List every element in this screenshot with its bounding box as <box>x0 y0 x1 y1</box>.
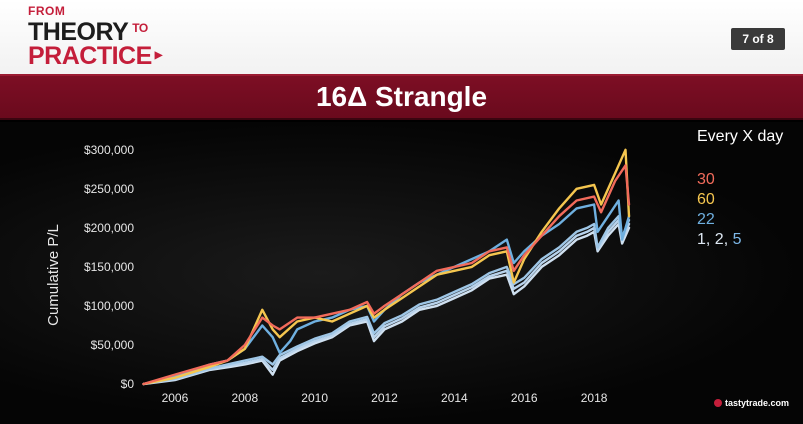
series-line-60 <box>142 148 631 386</box>
header: FROM THEORY TO PRACTICE ▶ 7 of 8 <box>0 0 803 74</box>
brand-logo: tastytrade.com <box>714 398 789 408</box>
slide-title: 16Δ Strangle <box>315 81 488 112</box>
logo: FROM THEORY TO PRACTICE ▶ <box>22 4 202 70</box>
series-line-30 <box>142 164 631 386</box>
x-tick-label: 2010 <box>301 391 328 405</box>
logo-practice-text: PRACTICE <box>28 42 152 70</box>
title-band: 16Δ Strangle <box>0 74 803 120</box>
chart-series-group <box>142 148 631 386</box>
chart-axes: $0 $50,000 $100,000 $150,000 $200,000 $250,00… <box>45 143 608 405</box>
y-tick-label: $50,000 <box>91 338 135 352</box>
y-axis-label: Cumulative P/L <box>45 224 62 326</box>
y-tick-label: $200,000 <box>84 221 134 235</box>
logo-theory-text: THEORY <box>28 18 129 46</box>
page-indicator: 7 of 8 <box>731 28 785 50</box>
brand-dot-icon <box>714 399 722 407</box>
legend-item-1-2-5: 1, 2, 5 <box>697 230 803 250</box>
x-tick-label: 2008 <box>231 391 258 405</box>
logo-line-theory: THEORY TO <box>28 18 148 47</box>
y-tick-label: $250,000 <box>84 182 134 196</box>
series-line-2 <box>142 218 631 386</box>
brand-text: tastytrade.com <box>725 398 790 408</box>
x-tick-label: 2014 <box>441 391 468 405</box>
legend: Every X day 30 60 22 1, 2, 5 <box>697 128 803 250</box>
x-tick-label: 2018 <box>581 391 608 405</box>
legend-title: Every X day <box>697 128 784 145</box>
y-tick-label: $100,000 <box>84 299 134 313</box>
play-arrow-icon: ▶ <box>154 50 163 61</box>
y-tick-label: $300,000 <box>84 143 134 157</box>
legend-item-22: 22 <box>697 211 715 228</box>
series-line-22 <box>142 199 631 386</box>
legend-item-1-2: 1, 2, <box>697 231 733 248</box>
x-tick-label: 2012 <box>371 391 398 405</box>
x-tick-label: 2016 <box>511 391 538 405</box>
chart-area <box>0 122 803 424</box>
y-tick-label: $150,000 <box>84 260 134 274</box>
logo-to-text: TO <box>132 21 148 35</box>
legend-item-30: 30 <box>697 171 715 188</box>
series-line-5 <box>142 215 631 386</box>
y-tick-label: $0 <box>121 377 135 391</box>
logo-line-practice: PRACTICE ▶ <box>28 42 163 71</box>
logo-line-from: FROM <box>28 4 66 18</box>
legend-item-60: 60 <box>697 191 715 208</box>
legend-item-5: 5 <box>732 231 742 248</box>
series-line-1 <box>142 222 631 386</box>
x-tick-label: 2006 <box>162 391 189 405</box>
